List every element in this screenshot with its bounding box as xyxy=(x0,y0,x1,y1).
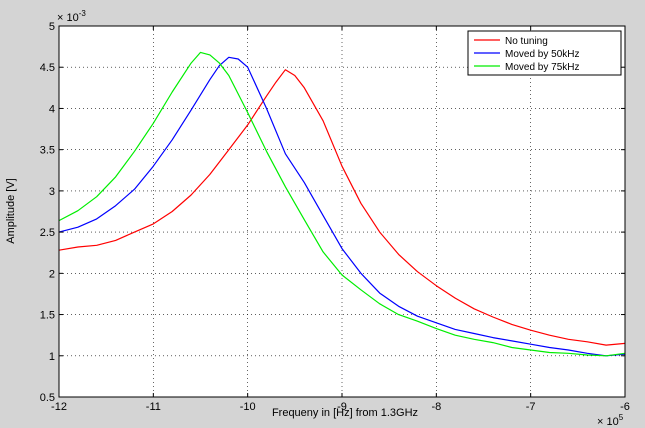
x-tick-label: -7 xyxy=(526,401,536,413)
series-line-moved-by-75khz xyxy=(58,51,626,357)
x-axis-ticks: -12 -11 -10 -9 -8 -7 -6 xyxy=(51,26,630,413)
x-tick-label: -8 xyxy=(431,401,441,413)
series-line-no-tuning xyxy=(58,69,626,346)
y-tick-label: 1 xyxy=(49,351,55,363)
x-tick-label: -12 xyxy=(51,401,67,413)
x-axis-label: Frequeny in [Hz] from 1.3GHz xyxy=(272,407,418,419)
legend-label-moved-75khz: Moved by 75kHz xyxy=(505,62,579,73)
x-tick-label: -9 xyxy=(337,401,347,413)
series-line-moved-by-50khz xyxy=(58,56,626,357)
y-tick-label: 0.5 xyxy=(40,392,55,404)
y-multiplier: × 10-3 xyxy=(57,9,86,24)
x-tick-label: -6 xyxy=(620,401,630,413)
y-tick-label: 2.5 xyxy=(40,227,55,239)
series-layer xyxy=(58,51,626,357)
x-tick-label: -10 xyxy=(240,401,256,413)
plot-area xyxy=(59,26,625,397)
y-tick-label: 4 xyxy=(49,103,55,115)
y-tick-label: 4.5 xyxy=(40,62,55,74)
y-tick-label: 3.5 xyxy=(40,145,55,157)
y-tick-label: 3 xyxy=(49,186,55,198)
y-axis-label: Amplitude [V] xyxy=(5,178,17,243)
y-tick-label: 2 xyxy=(49,268,55,280)
y-tick-label: 5 xyxy=(49,21,55,33)
x-multiplier: × 105 xyxy=(597,413,624,428)
legend-label-moved-50khz: Moved by 50kHz xyxy=(505,49,579,60)
y-axis-ticks: 0.5 1 1.5 2 2.5 3 3.5 4 4.5 5 xyxy=(40,21,625,404)
legend: No tuning Moved by 50kHz Moved by 75kHz xyxy=(467,30,622,76)
legend-label-no-tuning: No tuning xyxy=(505,36,548,47)
x-tick-label: -11 xyxy=(146,401,161,413)
y-tick-label: 1.5 xyxy=(40,310,55,322)
